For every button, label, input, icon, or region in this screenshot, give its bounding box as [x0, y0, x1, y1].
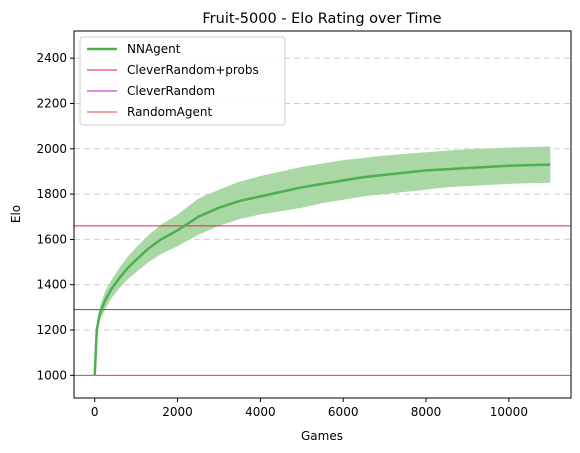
legend-frame [79, 36, 286, 126]
chart-title: Fruit-5000 - Elo Rating over Time [202, 11, 441, 27]
legend-label-nnagent: NNAgent [127, 42, 181, 56]
x-tick-label-4000: 4000 [245, 405, 276, 419]
y-tick-label-1200: 1200 [36, 323, 67, 337]
x-tick-label-0: 0 [91, 405, 99, 419]
baseline-lines [74, 225, 571, 376]
y-tick-label-2200: 2200 [36, 96, 67, 110]
legend-label-randomagent: RandomAgent [127, 105, 212, 119]
x-tick-label-2000: 2000 [162, 405, 193, 419]
legend: NNAgent CleverRandom+probs CleverRandom Ran… [79, 36, 286, 126]
y-tick-label-1400: 1400 [36, 278, 67, 292]
plot-frame [73, 30, 572, 399]
nnagent-line [93, 163, 551, 376]
y-tick-label-2400: 2400 [36, 51, 67, 65]
legend-label-cleverrandom-probs: CleverRandom+probs [127, 63, 259, 77]
x-axis-label: Games [301, 429, 343, 443]
series-lines [93, 163, 551, 376]
x-tick-label-6000: 6000 [328, 405, 359, 419]
y-tick-label-2000: 2000 [36, 142, 67, 156]
x-tick-label-8000: 8000 [411, 405, 442, 419]
y-axis-label: Elo [9, 205, 23, 223]
x-axis-ticks: 0 2000 4000 6000 8000 10000 [91, 398, 528, 419]
nnagent-band [94, 146, 551, 376]
x-tick-label-10000: 10000 [490, 405, 528, 419]
y-tick-label-1800: 1800 [36, 187, 67, 201]
y-tick-label-1000: 1000 [36, 368, 67, 382]
confidence-band [94, 146, 551, 376]
y-tick-label-1600: 1600 [36, 232, 67, 246]
legend-label-cleverrandom: CleverRandom [127, 84, 215, 98]
y-axis-ticks: 1000 1200 1400 1600 1800 2000 2200 2400 [36, 51, 74, 382]
